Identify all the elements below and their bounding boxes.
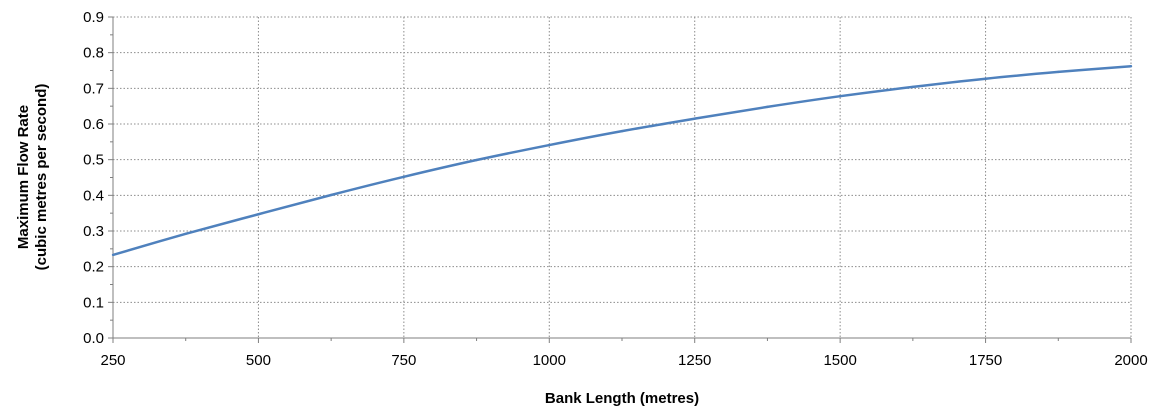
y-tick-label: 0.0 bbox=[83, 330, 104, 347]
data-point bbox=[838, 94, 842, 98]
y-axis-title-line-2: (cubic metres per second) bbox=[33, 84, 50, 271]
x-tick-label: 1500 bbox=[823, 352, 856, 369]
y-tick-label: 0.8 bbox=[83, 45, 104, 62]
data-point bbox=[475, 158, 478, 162]
gridlines bbox=[113, 16, 1132, 338]
series-layer bbox=[111, 64, 1133, 257]
x-tick-label: 250 bbox=[100, 352, 125, 369]
y-tick-label: 0.3 bbox=[83, 223, 104, 240]
x-tick-label: 2000 bbox=[1114, 352, 1147, 369]
x-tick-label: 1000 bbox=[533, 352, 566, 369]
data-point bbox=[620, 129, 624, 133]
x-tick-label: 500 bbox=[246, 352, 271, 369]
data-point bbox=[329, 193, 333, 197]
y-tick-label: 0.9 bbox=[83, 9, 104, 26]
data-point bbox=[766, 105, 769, 109]
data-point bbox=[911, 85, 915, 89]
y-tick-label: 0.6 bbox=[83, 116, 104, 133]
data-point bbox=[111, 253, 115, 257]
y-tick-label: 0.1 bbox=[83, 294, 104, 311]
data-point bbox=[402, 175, 406, 178]
data-point bbox=[1129, 65, 1133, 68]
data-point bbox=[1057, 70, 1060, 74]
x-tick-label: 750 bbox=[391, 352, 416, 369]
axes bbox=[108, 16, 1132, 343]
plot-area bbox=[113, 17, 1131, 338]
y-axis-title-line-1: Maximum Flow Rate bbox=[15, 105, 32, 249]
data-point bbox=[984, 77, 987, 80]
data-point bbox=[257, 213, 260, 216]
data-point bbox=[693, 117, 696, 120]
x-tick-label: 1750 bbox=[969, 352, 1002, 369]
tick-labels: 0.0 0.1 0.2 0.3 0.4 0.5 0.6 0.7 0.8 0.9 250 500 750 1… bbox=[83, 9, 1148, 369]
x-tick-label: 1250 bbox=[678, 352, 711, 369]
y-tick-label: 0.5 bbox=[83, 152, 104, 169]
data-point bbox=[184, 232, 187, 236]
y-tick-label: 0.7 bbox=[83, 80, 104, 97]
data-point bbox=[548, 143, 551, 147]
y-tick-label: 0.2 bbox=[83, 259, 104, 276]
x-axis-title: Bank Length (metres) bbox=[545, 390, 699, 407]
y-tick-label: 0.4 bbox=[83, 187, 104, 204]
